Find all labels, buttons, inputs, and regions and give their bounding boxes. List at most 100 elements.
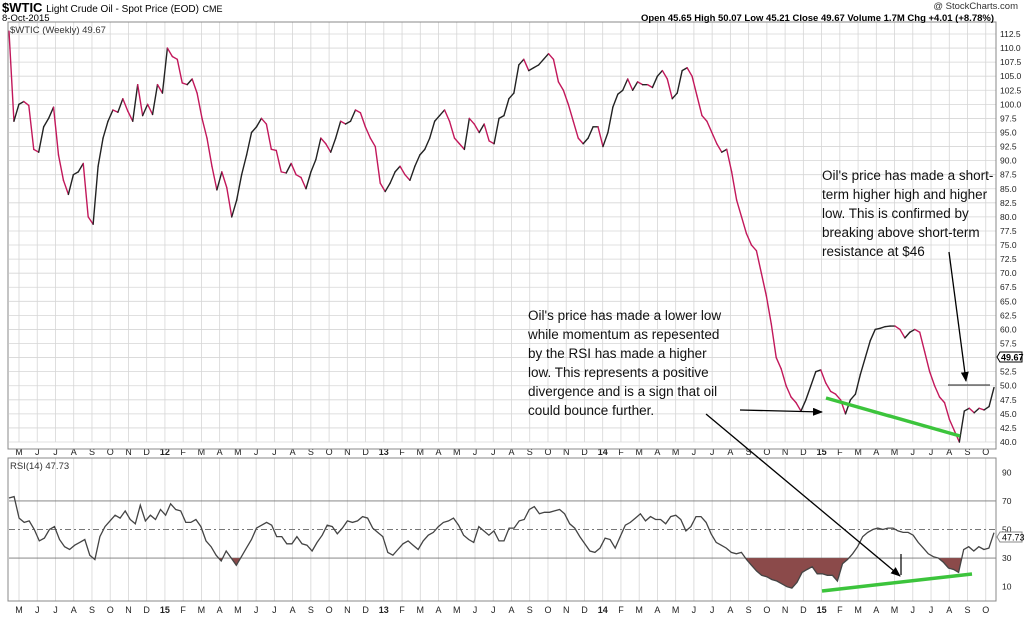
rsi-x-tick-label: N — [344, 605, 351, 615]
rsi-x-tick-label: D — [143, 605, 150, 615]
price-x-tick-label: J — [53, 447, 58, 457]
arrow-to-price-low — [739, 407, 823, 416]
rsi-x-axis-labels: M J J A S O N D 15 F M A M J J A S O N D 13 F M A M J J A S O N D 14 F M A M… — [15, 605, 989, 615]
price-segment — [176, 58, 183, 84]
rsi-x-tick-label: J — [473, 605, 478, 615]
price-x-tick-label: D — [800, 447, 807, 457]
price-segment — [117, 98, 124, 113]
price-segment — [869, 328, 876, 342]
price-segment — [191, 78, 198, 94]
price-segment — [671, 92, 678, 100]
price-segment — [305, 171, 312, 190]
price-x-tick-label: A — [946, 447, 952, 457]
price-tick-label: 90.0 — [1000, 156, 1017, 166]
price-segment — [503, 98, 510, 117]
chart-date: 8-Oct-2015 — [2, 13, 50, 24]
price-x-axis-labels: M J J A S O N D 12 F M A M J J A S O N D 13 F M A M J J A S O N D 14 F M A M… — [15, 447, 989, 457]
price-x-tick-label: M — [635, 447, 643, 457]
price-segment — [458, 143, 466, 151]
rsi-panel-frame — [7, 457, 997, 602]
price-segment — [290, 162, 297, 176]
price-segment — [231, 199, 238, 218]
price-tick-label: 70.0 — [1000, 268, 1017, 278]
price-segment — [864, 340, 871, 359]
price-segment — [557, 81, 565, 91]
price-x-tick-label: A — [727, 447, 733, 457]
price-segment — [488, 140, 495, 145]
rsi-oversold-fill — [93, 558, 962, 589]
price-segment — [463, 117, 471, 151]
price-segment — [508, 92, 515, 100]
price-segment — [829, 390, 837, 395]
price-segment — [666, 78, 673, 100]
price-segment — [928, 370, 936, 387]
price-segment — [424, 137, 431, 151]
price-segment — [681, 67, 688, 72]
price-tick-label: 82.5 — [1000, 198, 1017, 208]
price-segment — [216, 171, 223, 191]
price-segment — [359, 112, 367, 128]
price-segment — [77, 162, 84, 173]
note-positive-divergence: Oil's price has made a lower low while m… — [528, 308, 722, 418]
price-x-tick-label: N — [344, 447, 351, 457]
price-segment — [933, 385, 941, 398]
price-segment — [206, 137, 213, 167]
price-segment — [661, 69, 669, 80]
price-segment — [676, 69, 683, 94]
price-x-tick-label: S — [527, 447, 533, 457]
price-segment — [448, 120, 456, 139]
price-segment — [884, 325, 891, 328]
price-segment — [295, 173, 302, 179]
price-segment — [156, 83, 164, 94]
rsi-tick-label: 10 — [1002, 582, 1012, 592]
rsi-x-tick-label: F — [618, 605, 624, 615]
price-tick-label: 42.5 — [1000, 423, 1017, 433]
price-segment — [339, 120, 347, 125]
price-tick-label: 47.5 — [1000, 395, 1017, 405]
price-segment — [235, 173, 243, 201]
price-segment — [523, 58, 530, 72]
rsi-x-tick-label: M — [891, 605, 899, 615]
price-segment — [107, 109, 114, 122]
price-segment — [87, 216, 94, 225]
rsi-x-tick-label: M — [854, 605, 862, 615]
price-x-tick-label: M — [453, 447, 461, 457]
price-segment — [72, 171, 79, 176]
price-segment — [726, 148, 733, 173]
rsi-tick-label: 30 — [1002, 553, 1012, 563]
rsi-oversold-area — [745, 558, 849, 589]
rsi-x-tick-label: J — [929, 605, 934, 615]
price-segment — [18, 100, 25, 106]
rsi-x-tick-label: 14 — [598, 605, 608, 615]
price-tick-label: 65.0 — [1000, 296, 1017, 306]
price-segment — [567, 103, 574, 122]
price-x-tick-label: N — [782, 447, 789, 457]
price-x-tick-label: F — [180, 447, 186, 457]
price-segment — [320, 137, 327, 145]
price-segment — [622, 78, 629, 91]
price-x-tick-label: M — [891, 447, 899, 457]
price-tick-label: 50.0 — [1000, 381, 1017, 391]
price-x-tick-label: J — [692, 447, 697, 457]
rsi-tick-label: 50 — [1002, 525, 1012, 535]
price-segment — [780, 368, 787, 387]
note-higher-high: Oil's price has made a short- term highe… — [822, 168, 994, 259]
price-segment — [201, 117, 208, 139]
rsi-x-tick-label: D — [362, 605, 369, 615]
price-segment — [765, 294, 772, 325]
rsi-x-tick-label: J — [710, 605, 715, 615]
price-x-tick-label: D — [143, 447, 150, 457]
price-segment — [260, 117, 268, 125]
price-segment — [631, 81, 639, 91]
rsi-x-tick-label: F — [180, 605, 186, 615]
price-segment — [245, 131, 253, 156]
rsi-x-tick-label: J — [692, 605, 697, 615]
price-tick-label: 80.0 — [1000, 212, 1017, 222]
price-segment — [983, 405, 990, 411]
price-x-tick-label: J — [710, 447, 715, 457]
price-segment — [805, 385, 812, 401]
price-segment — [577, 137, 584, 145]
rsi-last-value-tag: 47.73 — [996, 531, 1024, 543]
price-tick-label: 77.5 — [1000, 226, 1017, 236]
